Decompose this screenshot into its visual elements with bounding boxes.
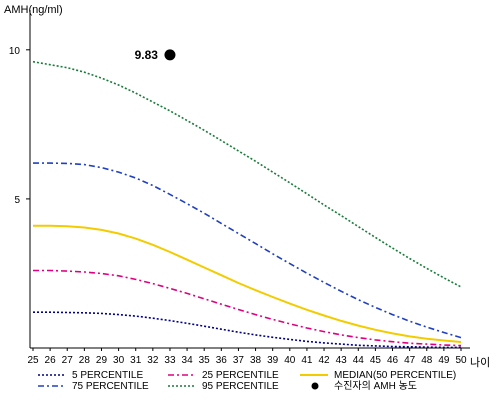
x-tick-label: 39 [267, 355, 279, 366]
x-tick-label: 28 [79, 355, 91, 366]
legend-label: 25 PERCENTILE [202, 370, 279, 381]
x-tick-label: 29 [96, 355, 108, 366]
series-line [33, 311, 461, 349]
series-line [33, 162, 462, 339]
y-tick-label: 5 [14, 195, 20, 206]
legend: 5 PERCENTILE 25 PERCENTILE MEDIAN(50 PERCE… [38, 370, 456, 392]
x-tick-label: 26 [45, 355, 57, 366]
x-axis-title: 나이 [470, 356, 490, 369]
series-line [33, 224, 462, 343]
legend-label: 5 PERCENTILE [72, 370, 143, 381]
x-tick-label: 31 [130, 355, 142, 366]
axes: 5 10 25 26 27 28 29 30 31 32 33 34 35 36 37 38 39 40 41 42 4… [9, 10, 470, 366]
x-tick-label: 33 [164, 355, 176, 366]
y-axis-title: AMH(ng/ml) [4, 4, 63, 16]
x-tick-label: 37 [233, 355, 245, 366]
legend-label: MEDIAN(50 PERCENTILE) [334, 370, 456, 381]
marker-layer: 9.83 [135, 48, 176, 62]
x-tick-label: 41 [301, 355, 313, 366]
legend-label: 75 PERCENTILE [72, 381, 149, 392]
x-tick-label: 40 [284, 355, 296, 366]
x-tick-label: 36 [216, 355, 228, 366]
x-tick-label: 44 [353, 355, 365, 366]
x-tick-label: 47 [404, 355, 416, 366]
x-tick-label: 27 [62, 355, 74, 366]
series-layer [32, 60, 462, 349]
series-line [33, 269, 462, 347]
x-tick-label: 30 [113, 355, 125, 366]
legend-dot-swatch [311, 382, 319, 390]
x-tick-label: 34 [182, 355, 194, 366]
x-tick-label: 50 [455, 355, 467, 366]
series-line [32, 60, 462, 288]
x-tick-label: 49 [438, 355, 450, 366]
x-tick-label: 35 [199, 355, 211, 366]
marker-value-label: 9.83 [135, 48, 159, 62]
x-tick-label: 42 [318, 355, 330, 366]
x-tick-label: 43 [336, 355, 348, 366]
marker-point [164, 49, 176, 61]
x-tick-label: 38 [250, 355, 262, 366]
legend-label: 수진자의 AMH 농도 [334, 380, 417, 392]
y-tick-label: 10 [9, 46, 21, 57]
x-tick-label: 46 [387, 355, 399, 366]
legend-label: 95 PERCENTILE [202, 381, 279, 392]
x-tick-label: 32 [147, 355, 159, 366]
x-tick-label: 45 [370, 355, 382, 366]
x-tick-label: 25 [27, 355, 39, 366]
x-tick-label: 48 [421, 355, 433, 366]
